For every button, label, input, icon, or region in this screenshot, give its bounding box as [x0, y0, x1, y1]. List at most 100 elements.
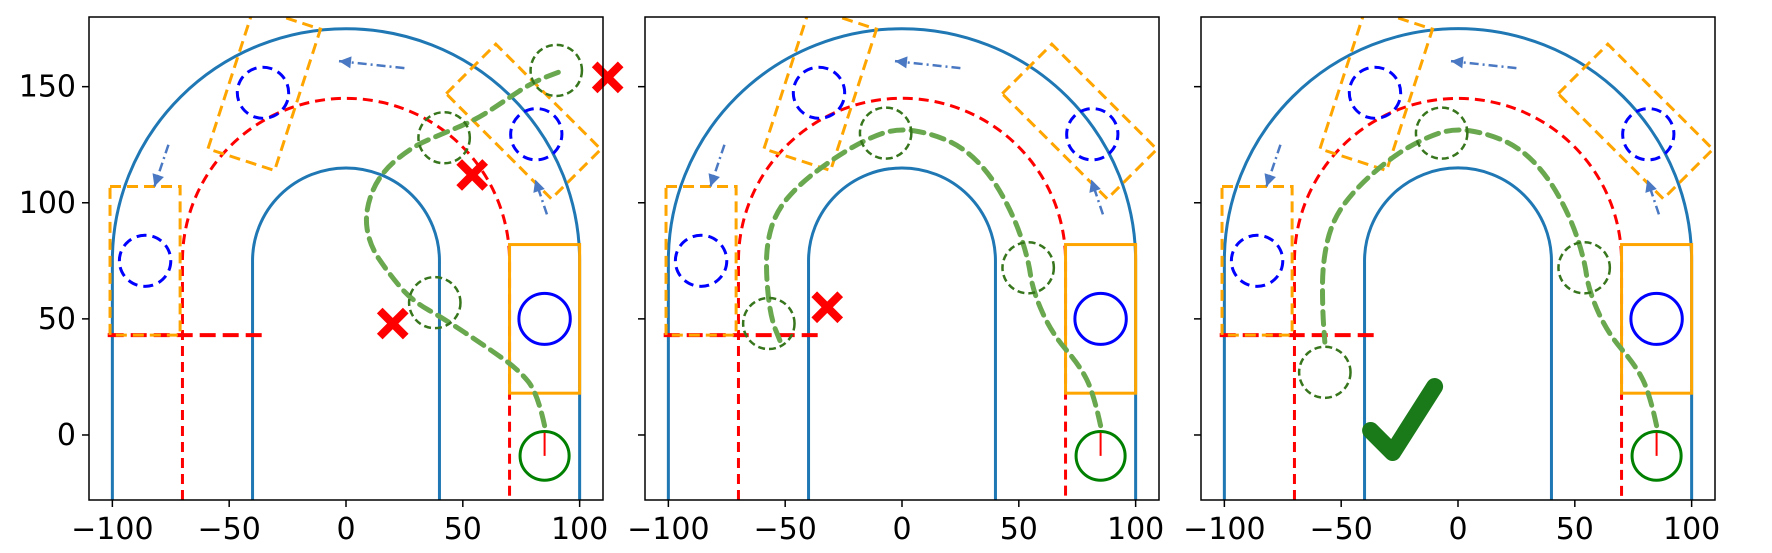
planned-path	[363, 67, 566, 429]
motion-arrow-head	[708, 173, 720, 187]
lane-center-line	[180, 96, 512, 500]
motion-arrow-head	[1450, 56, 1464, 69]
plot-area	[1219, 17, 1715, 500]
planned-path	[1319, 127, 1660, 429]
fail-x-icon	[811, 291, 844, 324]
predicted-vehicle-box	[1000, 42, 1159, 201]
motion-arrow-head	[338, 56, 352, 69]
predicted-vehicle-box	[1318, 17, 1435, 173]
predicted-vehicle-circle	[117, 233, 173, 288]
waypoint-circle-1	[1557, 240, 1612, 295]
motion-arrow-1	[1090, 179, 1105, 215]
motion-arrow-1	[1646, 179, 1661, 215]
x-tick-label: −100	[627, 512, 709, 547]
x-tick-label: 50	[1556, 512, 1594, 547]
vehicle-circle	[517, 291, 572, 346]
planned-path	[763, 127, 1104, 429]
axes-frame	[1200, 16, 1716, 501]
lane-center-line	[736, 96, 1068, 500]
vehicle-circle	[1073, 291, 1128, 346]
predicted-vehicle-2	[206, 17, 323, 173]
motion-arrow-head	[1089, 179, 1101, 193]
track-inner-boundary	[251, 166, 441, 500]
predicted-vehicle-circle	[1347, 65, 1403, 120]
motion-arrow-2	[894, 59, 961, 70]
predicted-vehicle-circle	[509, 107, 564, 162]
x-tick-label: 100	[551, 512, 608, 547]
predicted-vehicle-1	[1556, 42, 1715, 201]
motion-arrow-head	[533, 179, 545, 193]
waypoint-circle-3	[529, 43, 584, 98]
waypoint-circle-3	[1297, 345, 1352, 400]
track-inner-boundary	[1363, 167, 1553, 500]
vehicle-box	[1620, 243, 1694, 395]
motion-arrow-2	[1450, 59, 1517, 70]
waypoint-circle-2	[1414, 106, 1469, 160]
motion-arrow-head	[894, 56, 908, 69]
x-tick-label: 50	[444, 512, 482, 547]
predicted-vehicle-circle	[673, 233, 729, 288]
predicted-vehicle-3	[664, 185, 738, 337]
success-check-icon	[1362, 378, 1444, 462]
vehicle-circle	[1629, 291, 1684, 346]
fail-x-stroke	[811, 291, 844, 324]
y-tick-label: 0	[57, 418, 76, 453]
lane-center-line	[1292, 96, 1624, 500]
track-outer-boundary	[110, 27, 582, 500]
motion-arrow-2	[338, 59, 405, 70]
panel-1: −100 −50 0 50 100 0 50 100 150	[19, 16, 624, 547]
plot-area	[663, 17, 1159, 500]
x-tick-label: 100	[1663, 512, 1720, 547]
x-tick-label: −100	[1183, 512, 1265, 547]
motion-arrow-3	[709, 144, 726, 187]
predicted-vehicle-box	[1556, 42, 1715, 201]
predicted-vehicle-circle	[235, 65, 291, 120]
y-tick-label: 50	[38, 302, 76, 337]
predicted-vehicle-circle	[791, 65, 847, 120]
predicted-vehicle-box	[206, 17, 323, 173]
x-tick-label: 0	[892, 512, 911, 547]
x-tick-label: −50	[198, 512, 261, 547]
predicted-vehicle-circle	[1621, 107, 1676, 162]
x-tick-label: 0	[336, 512, 355, 547]
predicted-vehicle-3	[1220, 185, 1294, 337]
plot-area	[107, 17, 603, 500]
x-tick-label: 100	[1107, 512, 1164, 547]
start-circle	[1074, 429, 1127, 482]
waypoint-circle-2	[417, 110, 472, 165]
axes-frame	[644, 16, 1160, 501]
waypoint-circle-2	[858, 106, 913, 160]
x-tick-label: −100	[71, 512, 153, 547]
predicted-vehicle-box	[762, 17, 879, 173]
motion-arrow-1	[534, 179, 549, 215]
start-circle	[1630, 429, 1683, 482]
predicted-vehicle-1	[1000, 42, 1159, 201]
fail-x-icon	[591, 61, 624, 94]
predicted-vehicle-box	[664, 185, 738, 337]
waypoint-circle-1	[1001, 240, 1056, 295]
predicted-vehicle-3	[108, 185, 182, 337]
predicted-vehicle-1	[444, 42, 603, 201]
fail-x-icon	[456, 159, 488, 191]
axes-frame	[88, 16, 604, 501]
fail-x-stroke	[456, 159, 488, 191]
fail-x-stroke	[376, 307, 409, 340]
x-tick-label: 50	[1000, 512, 1038, 547]
waypoint-circle-1	[407, 275, 462, 330]
predicted-vehicle-circle	[1229, 233, 1285, 288]
x-tick-label: −50	[754, 512, 817, 547]
x-tick-label: −50	[1310, 512, 1373, 547]
motion-arrow-head	[1264, 173, 1276, 187]
predicted-vehicle-box	[444, 42, 603, 201]
panel-2: −100 −50 0 50 100	[627, 16, 1164, 547]
motion-arrow-3	[1265, 144, 1282, 187]
waypoint-circle-3	[741, 296, 796, 351]
motion-arrow-head	[152, 173, 164, 187]
start-circle	[518, 429, 571, 482]
track-inner-boundary	[807, 166, 997, 500]
motion-arrow-head	[1645, 179, 1657, 193]
fail-x-icon	[376, 307, 409, 340]
panel-3: −100 −50 0 50 100	[1183, 16, 1720, 547]
predicted-vehicle-box	[1220, 185, 1294, 337]
